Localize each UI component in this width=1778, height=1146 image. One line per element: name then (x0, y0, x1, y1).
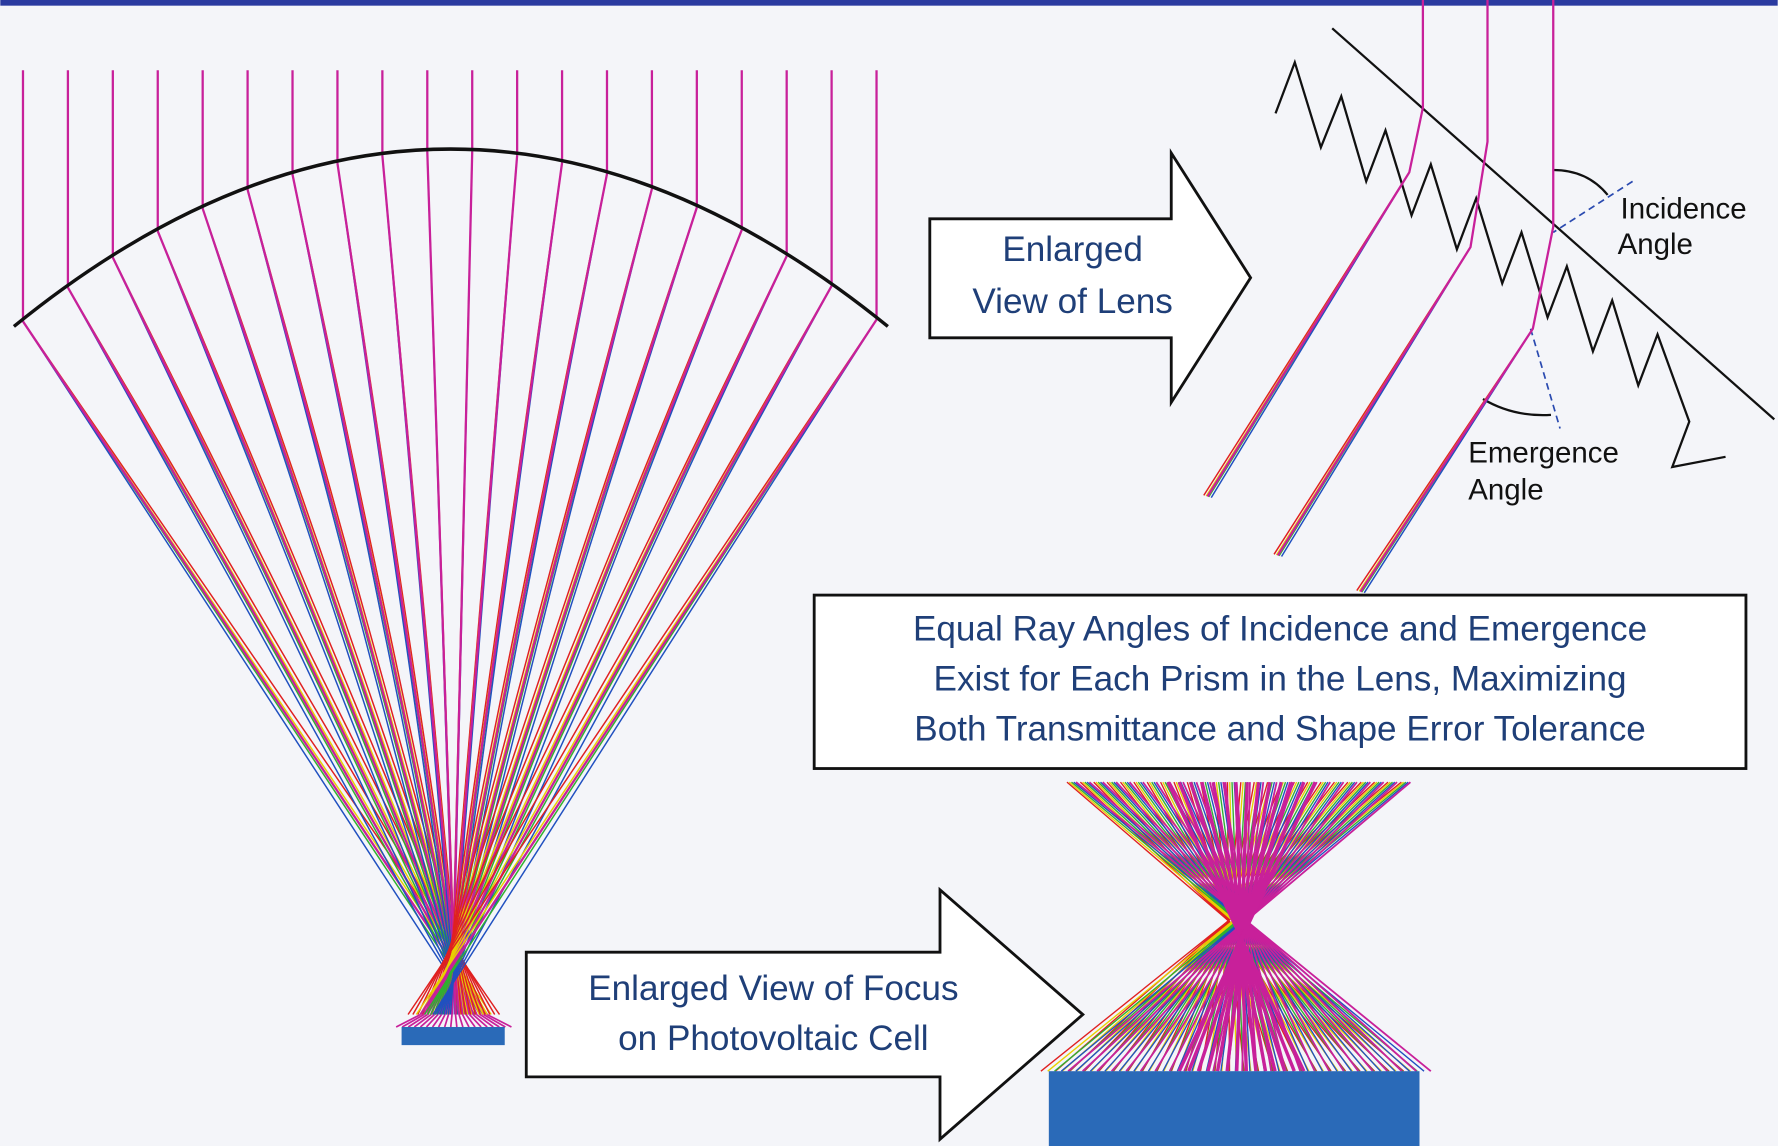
incidence-label: Incidence (1621, 193, 1747, 226)
ray (423, 285, 833, 1016)
ray (419, 1013, 436, 1028)
focus-zoom (1040, 781, 1432, 1072)
ray (437, 1014, 446, 1028)
ray (426, 151, 457, 1015)
ray (458, 1014, 464, 1028)
ray (443, 162, 564, 1015)
caption: Exist for Each Prism in the Lens, Maximi… (934, 660, 1627, 699)
ray-color (432, 319, 878, 1015)
ray-color (201, 208, 467, 1015)
lens-callout: Enlarged (1002, 230, 1143, 269)
ray (426, 255, 788, 1015)
focus-callout: Enlarged View of Focus (588, 969, 958, 1008)
ray (1177, 781, 1317, 1072)
cell (401, 1026, 505, 1046)
emergence-label: Emergence (1468, 436, 1619, 469)
ray (461, 1014, 470, 1028)
ray (476, 1013, 494, 1028)
ray-color (67, 287, 473, 1015)
emergence-label: Angle (1468, 474, 1543, 507)
lens-arc (12, 147, 889, 328)
ray (443, 1014, 450, 1028)
ray (395, 1013, 421, 1028)
ray (291, 174, 468, 1015)
ray (381, 155, 461, 1015)
lens-zoom (1203, 0, 1776, 594)
incidence-label: Angle (1618, 228, 1693, 261)
ray-color (1054, 781, 1407, 1072)
ray (486, 1013, 512, 1028)
ray (454, 1014, 458, 1028)
angle-arc (1482, 398, 1552, 417)
prism-teeth (1274, 58, 1726, 469)
ray (419, 319, 878, 1016)
ray (468, 1013, 482, 1028)
ray-fan (21, 70, 878, 1028)
lens-arrow (928, 148, 1253, 408)
focus-arrow (524, 886, 1085, 1143)
cell-zoom (1048, 1071, 1420, 1146)
ray (413, 1013, 432, 1028)
caption-box (812, 593, 1748, 770)
normal-line (1552, 180, 1634, 234)
ray (401, 1013, 425, 1028)
ray (111, 257, 482, 1016)
ray (483, 1013, 506, 1028)
ray (433, 207, 698, 1015)
ray-color (157, 230, 469, 1015)
ray (449, 1014, 453, 1028)
ray (425, 1013, 439, 1028)
ray-color (426, 207, 698, 1015)
ray (66, 287, 485, 1016)
lens-callout: View of Lens (972, 282, 1172, 321)
caption: Both Transmittance and Shape Error Toler… (914, 709, 1646, 748)
caption: Equal Ray Angles of Incidence and Emerge… (913, 610, 1647, 649)
ray (472, 1013, 488, 1028)
ray (336, 163, 464, 1015)
ray-color (417, 255, 788, 1015)
ray (1206, 0, 1425, 498)
ray (447, 155, 519, 1015)
top-bar (0, 0, 1778, 6)
ray (465, 1014, 476, 1028)
normal-line (1529, 328, 1561, 429)
ray-color (22, 321, 476, 1015)
ray (1276, 0, 1489, 557)
ray (407, 1013, 428, 1028)
ray-color (112, 257, 471, 1015)
ray (22, 320, 488, 1016)
ray-color (407, 319, 878, 1015)
ray (1359, 0, 1555, 593)
ray-color (412, 285, 833, 1015)
ray (429, 229, 743, 1015)
angle-arc (1553, 168, 1609, 196)
ray-color (421, 229, 743, 1015)
ray (246, 189, 471, 1015)
ray (431, 1014, 443, 1028)
ray (479, 1013, 500, 1028)
focus-callout: on Photovoltaic Cell (618, 1019, 928, 1058)
ray (450, 151, 474, 1015)
